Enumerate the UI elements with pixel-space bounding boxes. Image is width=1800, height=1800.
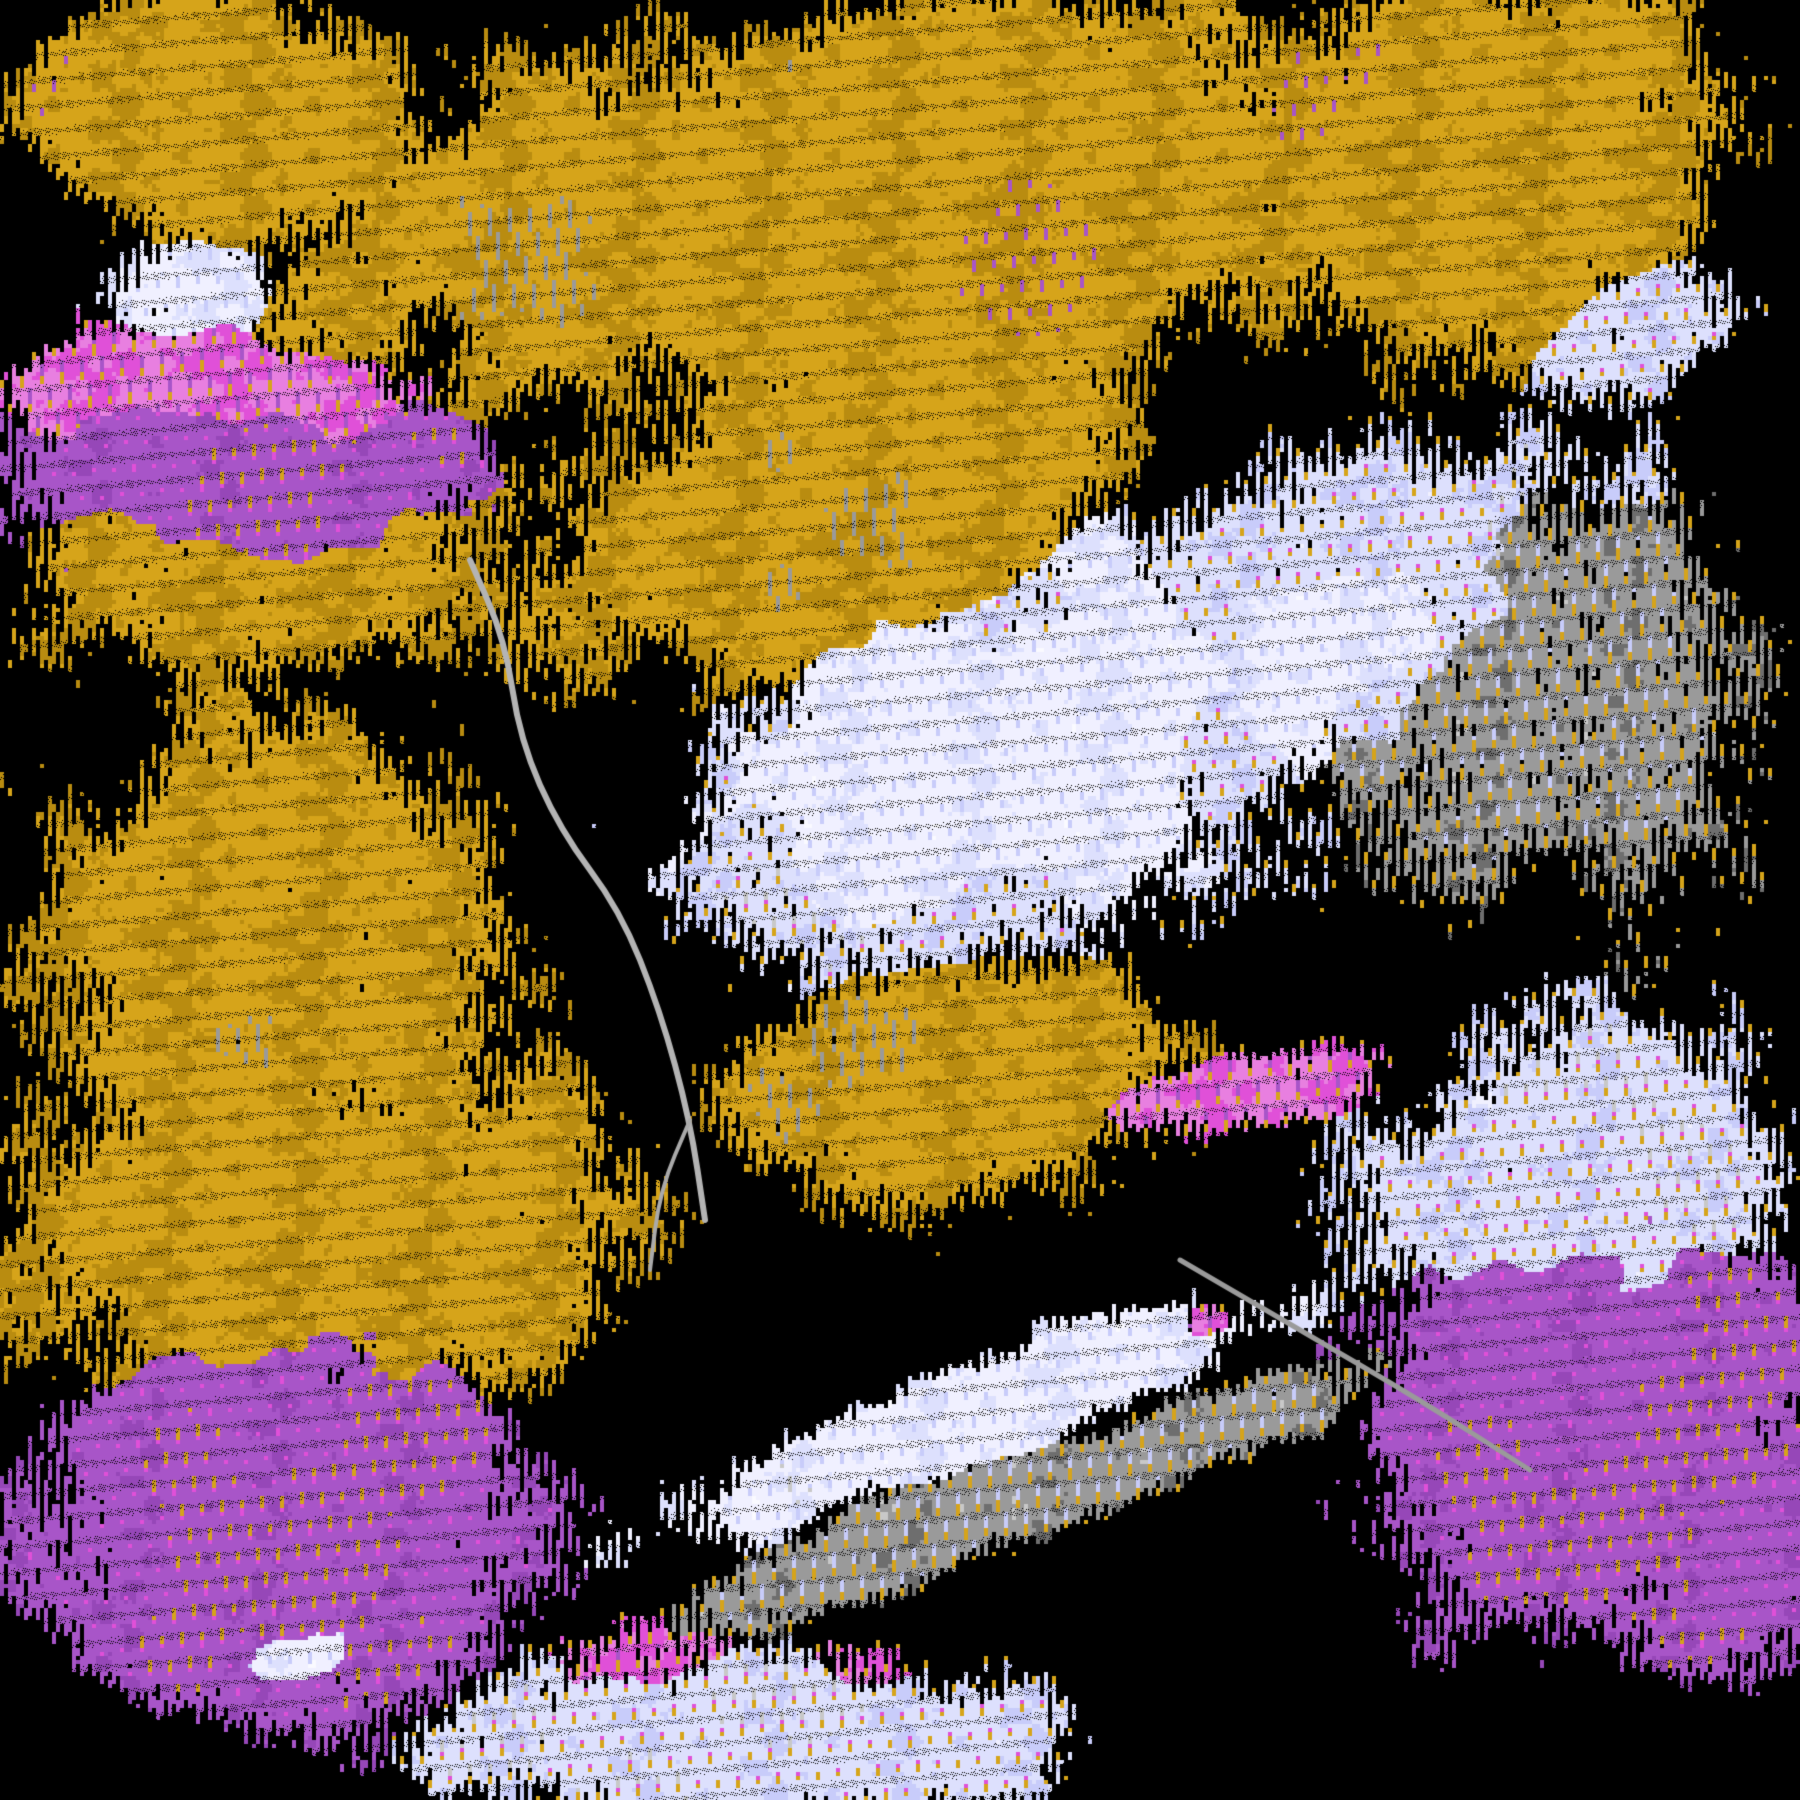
classification-raster xyxy=(0,0,1800,1800)
raster-image-canvas xyxy=(0,0,1800,1800)
